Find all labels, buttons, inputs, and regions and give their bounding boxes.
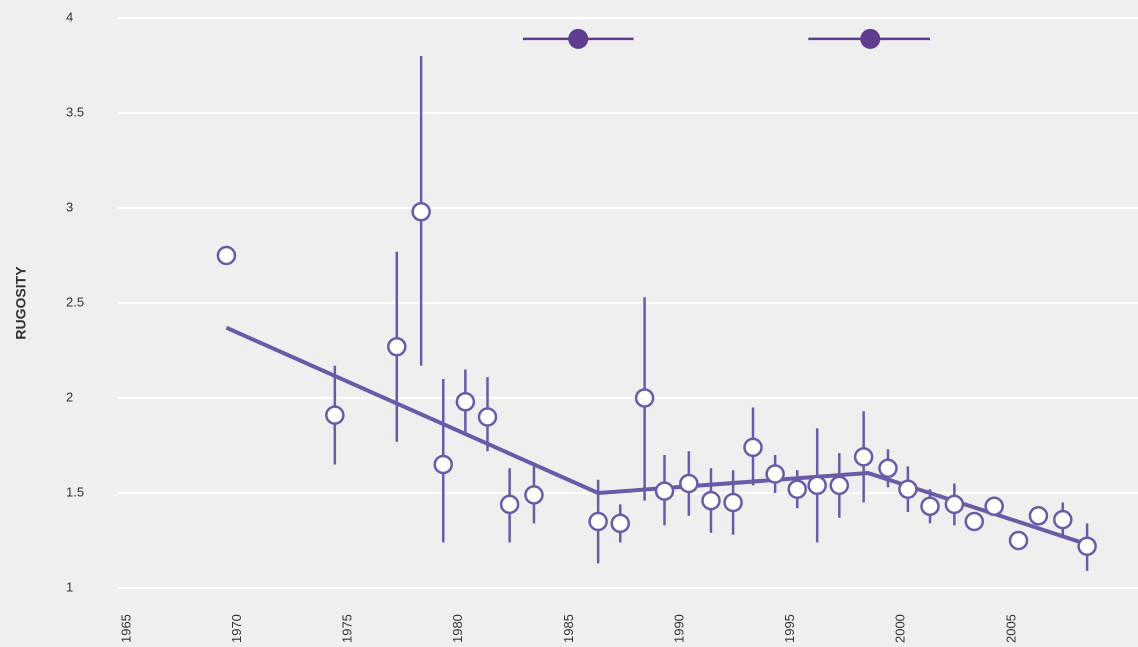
y-axis-label: RUGOSITY [13,266,29,340]
point [920,496,940,517]
point [411,202,431,222]
point [829,475,850,496]
y-tick-label: 4 [66,9,73,24]
x-tick-label: 1975 [340,614,355,643]
point [610,513,631,534]
y-tick-label: 2.5 [66,294,84,309]
x-tick-label: 1990 [671,614,686,643]
breakpoint [860,28,881,49]
x-tick-label: 1985 [561,614,576,643]
fit-line [225,325,1088,547]
point [701,490,721,511]
point [588,511,608,532]
point [654,481,675,501]
y-tick-label: 1.5 [66,484,84,499]
point [679,473,699,494]
point [964,511,985,532]
point [1077,536,1097,556]
point [455,392,476,412]
point [853,447,874,467]
x-tick-label: 1995 [782,614,797,643]
point [807,475,827,496]
point [524,485,544,505]
point [325,405,345,425]
point [433,454,453,475]
point [743,437,763,458]
x-tick-label: 1965 [118,614,133,643]
point [387,336,407,357]
point [216,245,237,266]
x-tick-label: 2005 [1003,614,1018,643]
y-tick-label: 1 [66,579,73,594]
point [1053,509,1073,530]
point [1028,506,1049,526]
point [477,407,498,427]
point [878,458,898,479]
point [1008,530,1029,551]
y-tick-label: 2 [66,389,73,404]
x-tick-label: 2000 [893,614,908,643]
x-tick-label: 1980 [450,614,465,643]
point [499,494,520,515]
point [765,464,785,484]
y-tick-label: 3.5 [66,104,84,119]
point [944,494,965,515]
x-tick-label: 1970 [229,614,244,643]
point [787,479,808,499]
point [984,496,1004,517]
point [634,388,655,408]
y-tick-label: 3 [66,199,73,214]
point [723,492,743,513]
point [898,479,918,499]
breakpoint [568,28,589,49]
